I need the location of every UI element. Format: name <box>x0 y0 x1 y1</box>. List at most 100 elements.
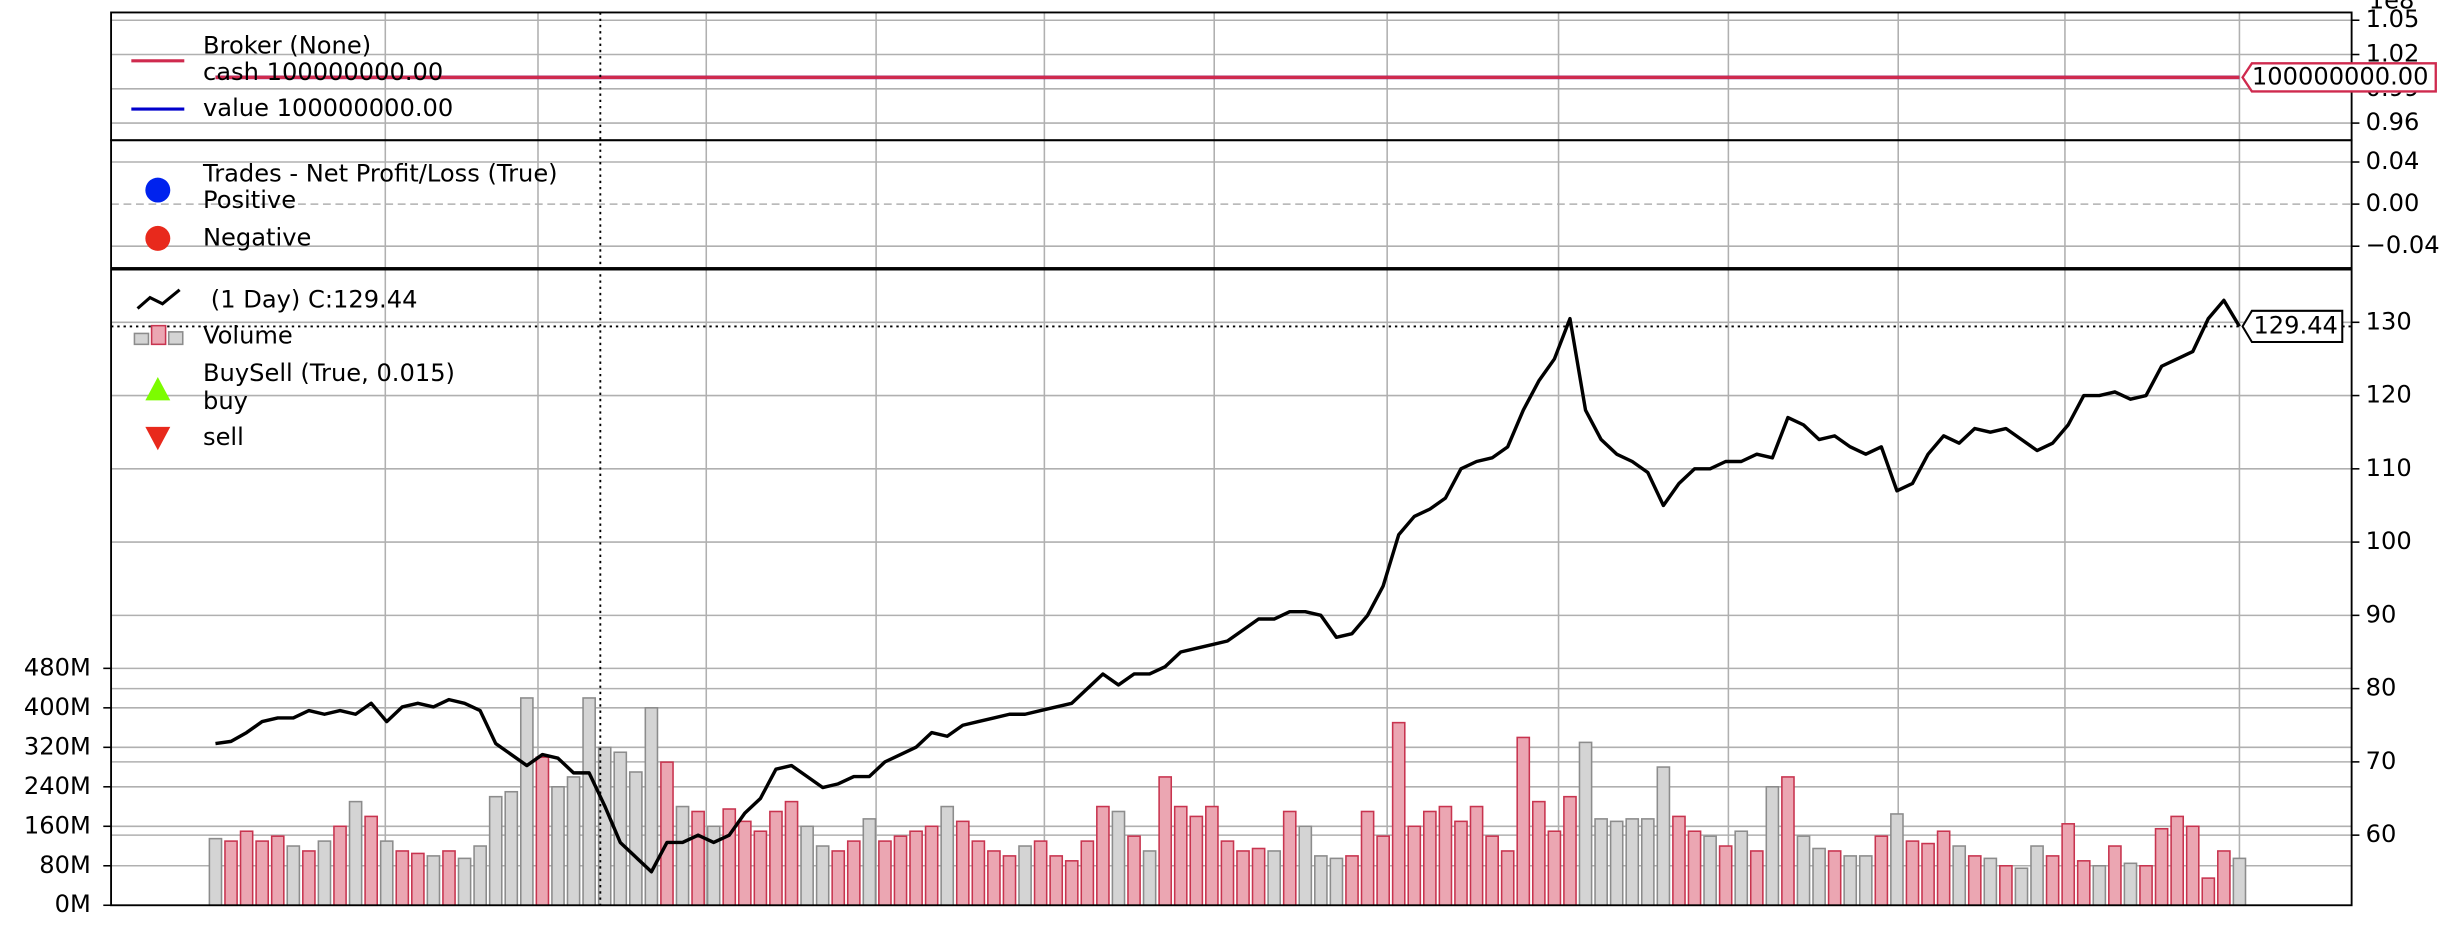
volume-bar <box>1127 835 1141 907</box>
volume-bar <box>1064 860 1079 907</box>
volume-bar <box>1485 835 1499 907</box>
volume-bar <box>660 761 674 907</box>
volume-bar <box>924 825 939 907</box>
y-tick-label: 120 <box>2366 381 2412 409</box>
volume-bar <box>628 771 643 907</box>
volume-bar <box>1360 810 1375 907</box>
volume-bar <box>519 697 534 907</box>
volume-bar <box>1267 850 1282 907</box>
volume-bar <box>1531 800 1546 907</box>
last-value-label: 129.44 <box>2253 311 2337 339</box>
legend-bar-icon <box>133 332 150 346</box>
volume-bar <box>1033 840 1048 907</box>
volume-bar <box>769 810 783 907</box>
volume-bar <box>1080 840 1095 907</box>
volume-bar <box>1500 850 1515 907</box>
volume-bar <box>488 795 503 907</box>
volume-bar <box>1936 830 1951 907</box>
series-line <box>215 298 2241 874</box>
panel-frame <box>110 268 2353 907</box>
volume-bar <box>1812 847 1826 907</box>
legend-marker-icon <box>145 426 171 451</box>
volume-bar <box>706 825 721 907</box>
legend-label: Negative <box>203 223 311 251</box>
volume-bar <box>2014 867 2029 907</box>
legend-label: Volume <box>203 322 293 350</box>
frames <box>103 11 2360 907</box>
volume-bar <box>1843 855 1858 907</box>
volume-bar <box>2045 855 2060 907</box>
volume-bar <box>784 800 799 907</box>
legend-label: Positive <box>203 186 296 214</box>
volume-bar <box>846 840 861 907</box>
volume-bar <box>800 825 814 907</box>
volume-bar <box>1422 810 1437 907</box>
volume-bar <box>1890 813 1904 907</box>
volume-bar <box>644 707 659 907</box>
y2-tick-label: 480M <box>24 653 91 681</box>
volume-bar <box>909 830 923 907</box>
volume-bar <box>1002 855 1017 907</box>
volume-bar <box>1391 721 1406 907</box>
volume-bar <box>815 845 830 907</box>
legend-dot-icon <box>145 225 171 251</box>
volume-bar <box>1298 825 1313 907</box>
legend-title: Trades - Net Profit/Loss (True) <box>202 160 558 188</box>
volume-bar <box>2030 845 2044 907</box>
volume-bar <box>286 845 301 907</box>
y-tick-label: −0.04 <box>2366 231 2440 259</box>
volume-bar <box>1438 805 1453 907</box>
volume-bar <box>1469 805 1484 907</box>
volume-bar <box>691 810 705 907</box>
y2-tick-label: 160M <box>24 811 91 839</box>
volume-bar <box>1096 805 1110 907</box>
volume-bar <box>208 837 223 907</box>
volume-bar <box>1236 850 1250 907</box>
volume-bar <box>473 845 487 907</box>
volume-bar <box>411 852 425 907</box>
volume-bar <box>940 805 955 907</box>
volume-bar <box>2061 823 2076 907</box>
volume-bar <box>1625 818 1640 907</box>
y2-tick-label: 240M <box>24 772 91 800</box>
last-value-tag <box>2241 309 2344 343</box>
volume-bar <box>239 830 254 907</box>
legend-label: value 100000000.00 <box>203 94 453 122</box>
volume-bar <box>893 835 908 907</box>
legend-line-icon <box>136 288 181 310</box>
volume-bar <box>2076 860 2091 907</box>
y-tick-label: 100 <box>2366 527 2412 555</box>
volume-bar <box>1314 855 1328 907</box>
volume-bar <box>1454 820 1468 907</box>
y-tick-label: 1.05 <box>2366 5 2420 33</box>
y-tick-label: 70 <box>2366 747 2397 775</box>
volume-bar <box>2170 815 2185 907</box>
volume-bar <box>1749 850 1764 907</box>
volume-bar <box>2185 825 2200 907</box>
volume-bar <box>1874 835 1889 907</box>
volume-bar <box>395 850 410 907</box>
volume-bar <box>597 746 612 907</box>
volume-bar <box>831 850 846 907</box>
volume-bar <box>1703 835 1717 907</box>
volume-bar <box>1345 855 1359 907</box>
axis-offset-label: 1e8 <box>2369 0 2415 15</box>
panel-frame <box>110 139 2353 269</box>
volume-bar <box>1858 855 1873 907</box>
volume-bar <box>1718 845 1733 907</box>
volume-bar <box>878 840 892 907</box>
legend-marker-icon <box>145 377 171 401</box>
last-value-label: 100000000.00 <box>2252 62 2429 90</box>
volume-bar <box>1781 776 1795 907</box>
volume-bar <box>2092 864 2107 907</box>
volume-bar <box>535 756 550 907</box>
volume-bar <box>1329 857 1344 907</box>
volume-bar <box>2123 862 2138 907</box>
volume-bar <box>1220 840 1235 907</box>
legend-title: Broker (None) <box>203 32 371 60</box>
volume-bar <box>1827 850 1842 907</box>
volume-bar <box>442 850 456 907</box>
volume-bar <box>582 697 596 907</box>
